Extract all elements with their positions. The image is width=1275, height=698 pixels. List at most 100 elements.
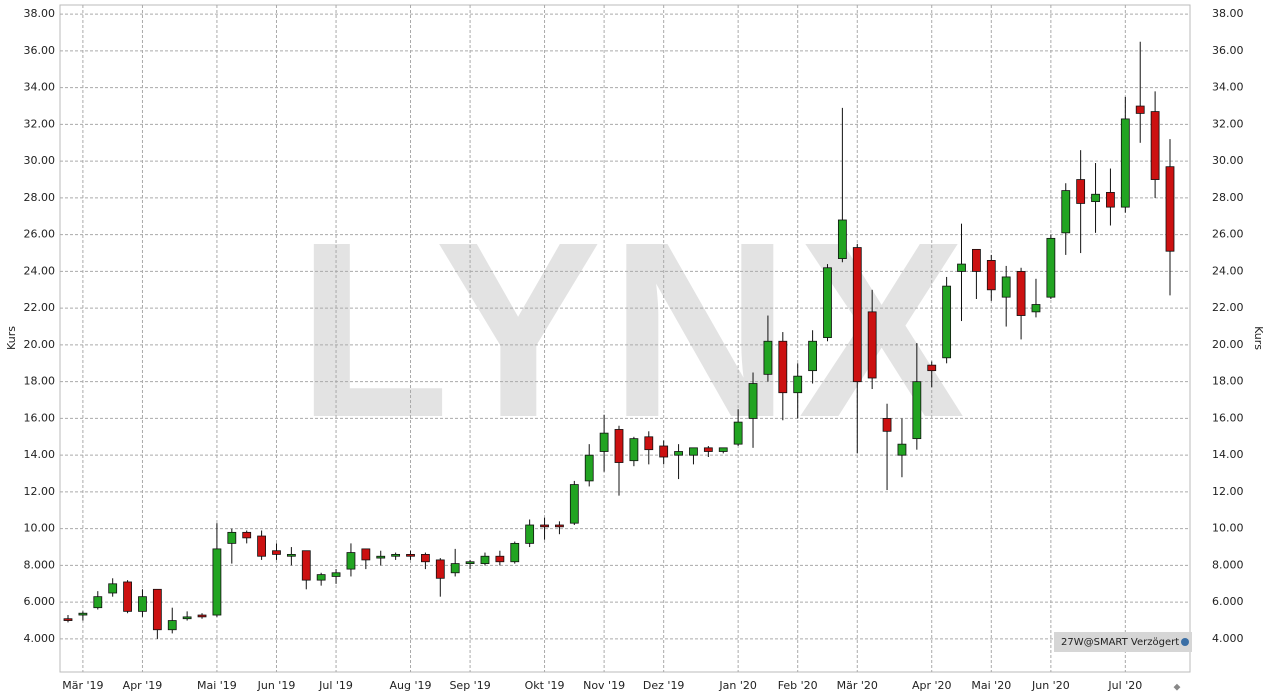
candle-body xyxy=(525,524,535,544)
candle-body xyxy=(599,432,609,452)
candle-body xyxy=(242,531,252,539)
y2-tick-label: 16.00 xyxy=(1212,411,1244,424)
candle-body xyxy=(510,542,520,563)
candle-body xyxy=(555,524,564,528)
x-tick-label: Apr '20 xyxy=(912,679,952,692)
candle-body xyxy=(272,550,281,555)
candle-body xyxy=(465,561,475,564)
candle-body xyxy=(197,614,207,618)
candle-body xyxy=(644,436,654,451)
candle-body xyxy=(331,572,341,577)
y-tick-label: 6.000 xyxy=(24,595,56,608)
candle-body xyxy=(93,596,103,609)
y-tick-label: 24.00 xyxy=(24,264,56,277)
candle-body xyxy=(1106,192,1115,208)
y2-tick-label: 18.00 xyxy=(1212,375,1244,388)
y-tick-label: 4.000 xyxy=(24,632,56,645)
candle-body xyxy=(614,429,624,463)
candle-body xyxy=(63,618,73,621)
candle-body xyxy=(450,563,460,574)
candle-body xyxy=(629,438,639,462)
y2-tick-label: 32.00 xyxy=(1212,117,1244,130)
y2-tick-label: 24.00 xyxy=(1212,264,1244,277)
chart-layer: 4.000 4.000 6.000 6.000 8.000 8.000 10.00 10.00… xyxy=(24,5,1244,692)
y2-tick-label: 10.00 xyxy=(1212,522,1244,535)
y-tick-label: 28.00 xyxy=(24,191,56,204)
candle-body xyxy=(1031,304,1041,313)
candle-body xyxy=(257,535,266,557)
candle-body xyxy=(435,559,445,579)
candle-body xyxy=(376,555,386,559)
candle-body xyxy=(227,531,237,544)
y-tick-label: 26.00 xyxy=(24,228,56,241)
source-icon xyxy=(1181,638,1189,646)
candle-body xyxy=(659,445,669,458)
x-tick-label: Jun '19 xyxy=(257,679,296,692)
x-tick-label: Mär '20 xyxy=(837,679,878,692)
candle-body xyxy=(689,447,698,456)
candle-body xyxy=(316,574,326,581)
y-tick-label: 16.00 xyxy=(24,411,56,424)
candle-body xyxy=(584,454,594,482)
x-tick-label: Jun '20 xyxy=(1031,679,1070,692)
x-tick-label: Nov '19 xyxy=(583,679,625,692)
candle-body xyxy=(286,554,296,557)
candle-body xyxy=(778,340,788,394)
y-tick-label: 18.00 xyxy=(24,375,56,388)
candle-body xyxy=(78,612,88,616)
y2-tick-label: 4.000 xyxy=(1212,632,1244,645)
y-tick-label: 32.00 xyxy=(24,117,56,130)
x-tick-label: Mär '19 xyxy=(62,679,103,692)
y-tick-label: 10.00 xyxy=(24,522,56,535)
x-tick-label: Apr '19 xyxy=(123,679,163,692)
y2-tick-label: 26.00 xyxy=(1212,228,1244,241)
candle-body xyxy=(1135,105,1145,114)
candle-body xyxy=(167,620,177,631)
x-tick-label: Jul '20 xyxy=(1107,679,1142,692)
y-tick-label: 8.000 xyxy=(24,558,56,571)
candle-body xyxy=(1016,271,1026,316)
candle-body xyxy=(182,616,192,620)
candle-body xyxy=(897,443,907,456)
candle-body xyxy=(763,340,773,375)
candle-body xyxy=(867,311,877,379)
y-tick-label: 34.00 xyxy=(24,81,56,94)
candle-body xyxy=(495,555,505,563)
candle-body xyxy=(1076,179,1086,204)
candle-body xyxy=(406,554,415,557)
candle-body xyxy=(1001,276,1011,298)
source-box xyxy=(1054,632,1192,652)
candle-body xyxy=(972,248,981,272)
candle-body xyxy=(986,260,996,291)
candle-body xyxy=(718,447,728,452)
x-tick-label: Jan '20 xyxy=(718,679,756,692)
candle-body xyxy=(569,484,579,524)
candle-body xyxy=(421,554,430,563)
y-tick-label: 36.00 xyxy=(24,44,56,57)
y2-tick-label: 14.00 xyxy=(1212,448,1244,461)
candle-body xyxy=(793,375,803,394)
candle-body xyxy=(823,267,832,338)
x-tick-label: Mai '20 xyxy=(971,679,1011,692)
candle-body xyxy=(808,340,817,372)
scroll-icon: ◆ xyxy=(1174,683,1181,693)
y2-tick-label: 30.00 xyxy=(1212,154,1244,167)
y2-tick-label: 6.000 xyxy=(1212,595,1244,608)
candle-body xyxy=(912,381,922,440)
y2-tick-label: 12.00 xyxy=(1212,485,1244,498)
candle-body xyxy=(138,596,147,612)
candle-body xyxy=(1165,166,1175,252)
candle-body xyxy=(152,588,162,631)
y2-tick-label: 20.00 xyxy=(1212,338,1244,351)
candle-body xyxy=(674,451,683,456)
x-tick-label: Sep '19 xyxy=(449,679,490,692)
candle-body xyxy=(1120,118,1130,208)
candle-body xyxy=(540,524,549,528)
source-label: 27W@SMART Verzögert xyxy=(1061,637,1179,648)
candle-body xyxy=(957,263,966,272)
y2-tick-label: 28.00 xyxy=(1212,191,1244,204)
x-tick-label: Okt '19 xyxy=(525,679,565,692)
candle-body xyxy=(852,247,862,383)
candle-body xyxy=(123,581,132,612)
